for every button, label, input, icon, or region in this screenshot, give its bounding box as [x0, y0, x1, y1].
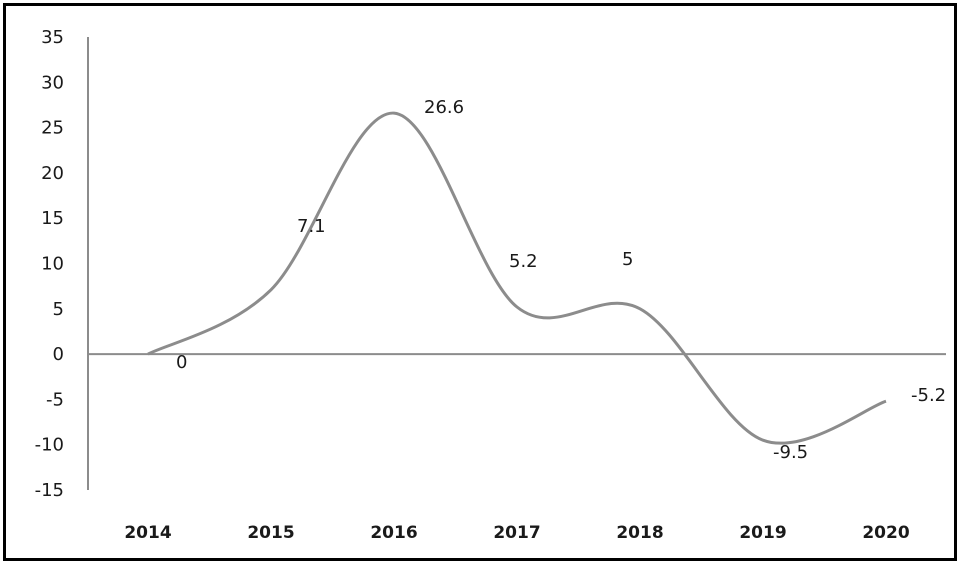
y-tick-label: 25: [41, 118, 64, 139]
y-tick-label: 5: [53, 299, 64, 320]
series-line: [147, 111, 887, 445]
y-tick-label: 20: [41, 163, 64, 184]
data-label: 0: [176, 352, 187, 373]
x-tick-label: 2020: [862, 523, 909, 543]
y-tick-label: 15: [41, 208, 64, 229]
data-label: 5: [622, 249, 633, 270]
x-tick-label: 2014: [124, 523, 171, 543]
y-axis-ticks: 35 30 25 20 15 10 5 0 -5 -10 -15: [35, 27, 64, 501]
y-tick-label: 35: [41, 27, 64, 48]
data-label: 5.2: [509, 251, 538, 272]
data-label: 26.6: [424, 97, 464, 118]
x-tick-label: 2017: [493, 523, 540, 543]
x-axis-ticks: 2014 2015 2016 2017 2018 2019 2020: [124, 523, 909, 543]
data-label: -9.5: [773, 442, 808, 463]
data-label: -5.2: [911, 385, 946, 406]
y-tick-label: 0: [53, 344, 64, 365]
y-tick-label: -10: [35, 435, 64, 456]
x-tick-label: 2015: [247, 523, 294, 543]
y-tick-label: 10: [41, 254, 64, 275]
x-tick-label: 2016: [370, 523, 417, 543]
y-tick-label: -5: [46, 389, 64, 410]
x-tick-label: 2018: [616, 523, 663, 543]
y-tick-label: 30: [41, 72, 64, 93]
y-tick-label: -15: [35, 480, 64, 501]
x-tick-label: 2019: [739, 523, 786, 543]
data-labels: 0 7.1 26.6 5.2 5 -9.5 -5.2: [176, 97, 946, 463]
chart-frame: [3, 3, 957, 561]
data-label: 7.1: [297, 216, 326, 237]
